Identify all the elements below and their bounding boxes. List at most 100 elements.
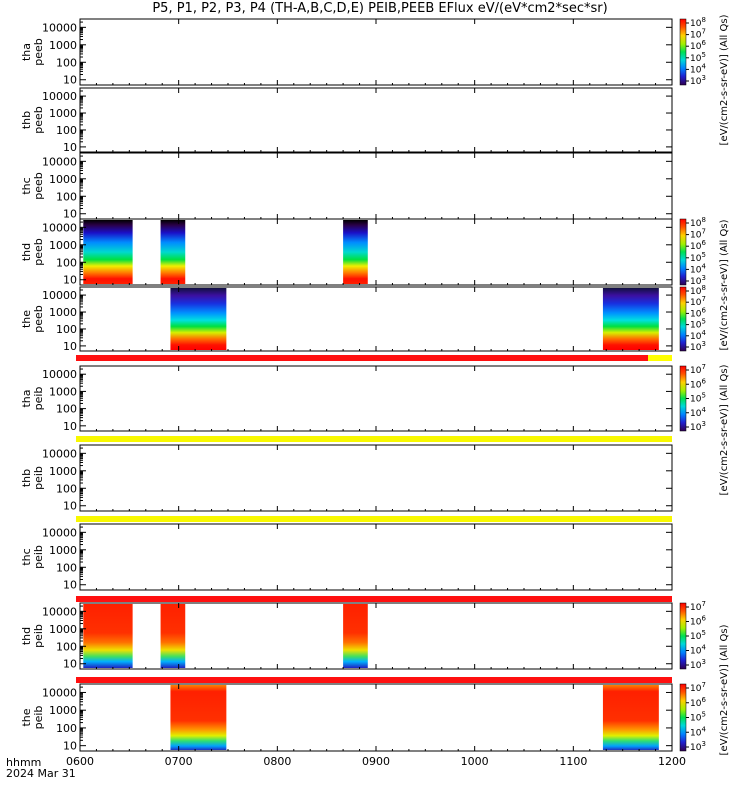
- y-tick-label: 10: [63, 740, 77, 753]
- colorbar-tick-label: 106: [690, 615, 706, 628]
- panel-thb-peeb: 10 100 1000 10000 thb peeb: [20, 87, 673, 154]
- colorbar-tick-label: 107: [690, 681, 706, 694]
- colorbar-tick-label: 106: [690, 377, 706, 390]
- quality-flag-bar: [648, 355, 672, 361]
- panel-instrument-label: peib: [32, 706, 45, 730]
- colorbar-gradient: [679, 286, 687, 352]
- panel-probe-label: thc: [20, 177, 33, 194]
- panel-instrument-label: peeb: [32, 238, 45, 266]
- colorbar-tick-label: 106: [690, 696, 706, 709]
- chart-title: P5, P1, P2, P3, P4 (TH-A,B,C,D,E) PEIB,P…: [152, 1, 608, 16]
- spectrogram-block: [170, 685, 227, 750]
- colorbar-gradient: [679, 683, 687, 752]
- spectrogram-block: [160, 604, 186, 668]
- y-tick-label: 100: [56, 323, 77, 336]
- panel-instrument-label: peib: [32, 624, 45, 648]
- y-tick-label: 100: [56, 124, 77, 137]
- y-tick-label: 1000: [49, 239, 77, 252]
- date-label: 2024 Mar 31: [6, 767, 76, 780]
- y-tick-label: 10: [63, 579, 77, 592]
- y-tick-label: 10000: [42, 221, 77, 234]
- spectrogram-block: [160, 220, 186, 284]
- spectrogram-block: [83, 220, 133, 284]
- colorbar-gradient: [679, 365, 687, 432]
- colorbar-tick-label: 104: [690, 644, 706, 657]
- y-tick-label: 10000: [42, 447, 77, 460]
- y-tick-label: 1000: [49, 544, 77, 557]
- colorbar-tick-label: 103: [690, 740, 706, 753]
- panel-thc-peib: 10 100 1000 10000 thc peib: [20, 523, 673, 592]
- y-tick-label: 10000: [42, 368, 77, 381]
- y-tick-label: 100: [56, 640, 77, 653]
- y-tick-label: 10: [63, 208, 77, 221]
- panel-probe-label: thb: [20, 111, 33, 129]
- y-tick-label: 10: [63, 74, 77, 87]
- y-tick-label: 10000: [42, 605, 77, 618]
- time-axis-unit-label: hhmm: [6, 756, 42, 769]
- colorbar-unit-label: [eV/(cm2-s-sr-eV)] (All Qs): [719, 219, 730, 350]
- colorbar-tick-label: 103: [690, 658, 706, 671]
- y-tick-label: 10: [63, 420, 77, 433]
- colorbar-tick-label: 103: [690, 74, 706, 87]
- y-tick-label: 1000: [49, 306, 77, 319]
- quality-flag-bar: [76, 355, 648, 361]
- colorbar-tick-label: 105: [690, 711, 706, 724]
- spectrogram-block: [170, 288, 227, 350]
- colorbar-tick-label: 103: [690, 340, 706, 353]
- y-tick-label: 1000: [49, 465, 77, 478]
- colorbar-tick-label: 103: [690, 420, 706, 433]
- panel-probe-label: thc: [20, 548, 33, 565]
- colorbar-tick-label: 107: [690, 363, 706, 376]
- panel-instrument-label: peeb: [32, 305, 45, 333]
- panel-tha-peib: 10 100 1000 10000 tha peib: [20, 365, 673, 433]
- y-tick-label: 10: [63, 658, 77, 671]
- spectrogram-block: [83, 604, 133, 668]
- x-tick-label: 0700: [165, 755, 193, 768]
- panel-instrument-label: peib: [32, 545, 45, 569]
- colorbar-gradient: [679, 602, 687, 670]
- panel-thd-peib: 10 100 1000 10000 thd peib: [20, 602, 673, 671]
- colorbar-tick-label: 107: [690, 600, 706, 613]
- panel-instrument-label: peeb: [32, 106, 45, 134]
- panel-probe-label: thd: [20, 627, 33, 645]
- y-tick-label: 10000: [42, 21, 77, 34]
- colorbar-tick-label: 105: [690, 392, 706, 405]
- x-tick-label: 1100: [559, 755, 587, 768]
- y-tick-label: 1000: [49, 173, 77, 186]
- x-tick-label: 0900: [362, 755, 390, 768]
- panel-instrument-label: peib: [32, 387, 45, 411]
- panel-frame: [79, 683, 673, 752]
- y-tick-label: 1000: [49, 623, 77, 636]
- panel-the-peib: 10 100 1000 10000 the peib: [20, 683, 673, 753]
- panel-probe-label: thd: [20, 243, 33, 261]
- panel-tha-peeb: 10 100 1000 10000 tha peeb: [20, 18, 673, 87]
- panel-thb-peib: 10 100 1000 10000 thb peib: [20, 444, 673, 513]
- quality-flag-bar: [76, 596, 672, 602]
- panel-probe-label: the: [20, 310, 33, 328]
- panel-frame: [79, 444, 673, 512]
- panel-frame: [79, 365, 673, 432]
- quality-flag-bar: [76, 436, 672, 442]
- colorbar-unit-label: [eV/(cm2-s-sr-eV)] (All Qs): [719, 624, 730, 755]
- y-tick-label: 100: [56, 256, 77, 269]
- colorbar-unit-label: [eV/(cm2-s-sr-eV)] (All Qs): [719, 14, 730, 145]
- x-tick-label: 0600: [66, 755, 94, 768]
- panel-frame: [79, 523, 673, 591]
- y-tick-label: 100: [56, 403, 77, 416]
- panel-frame: [79, 18, 673, 86]
- y-tick-label: 1000: [49, 704, 77, 717]
- panel-probe-label: thb: [20, 469, 33, 487]
- y-tick-label: 100: [56, 482, 77, 495]
- y-tick-label: 100: [56, 722, 77, 735]
- panel-frame: [79, 152, 673, 220]
- panel-instrument-label: peeb: [32, 172, 45, 200]
- x-tick-label: 1000: [461, 755, 489, 768]
- panel-probe-label: tha: [20, 43, 33, 61]
- colorbar-gradient: [679, 218, 687, 286]
- colorbar-tick-label: 104: [690, 406, 706, 419]
